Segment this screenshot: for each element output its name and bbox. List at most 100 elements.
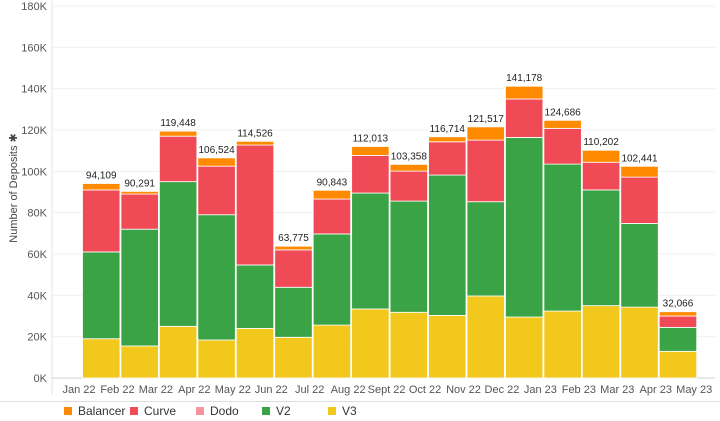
bar-segment-balancer[interactable] [466,126,505,141]
total-label: 103,358 [391,151,428,162]
x-tick-label: Dec 22 [485,384,520,396]
bar-segment-curve[interactable] [351,155,390,194]
bar-segment-v3[interactable] [120,345,159,379]
x-tick-label: Aug 22 [331,384,366,396]
bar-segment-balancer[interactable] [312,189,352,200]
bar-segment-curve[interactable] [505,98,544,138]
bar-segment-curve[interactable] [428,141,467,176]
x-tick-label: Oct 22 [409,384,441,396]
legend-swatch [262,407,270,415]
bar-segment-curve[interactable] [274,249,313,288]
bar-segment-v3[interactable] [428,314,467,379]
bar-segment-v2[interactable] [581,189,621,307]
bar-segment-balancer[interactable] [581,149,621,163]
y-tick-label: 100K [21,166,47,178]
legend-item-v2[interactable]: V2 [262,404,328,418]
bar-segment-balancer[interactable] [389,163,428,172]
x-tick-label: Feb 23 [562,384,596,396]
bar-segment-curve[interactable] [82,189,121,253]
bar-segment-balancer[interactable] [82,183,121,191]
total-label: 94,109 [86,171,117,182]
bar-segment-v3[interactable] [82,338,121,379]
bar-segment-v2[interactable] [158,181,198,327]
legend-item-v3[interactable]: V3 [328,404,394,418]
x-tick-label: May 23 [676,384,712,396]
y-axis-label: Number of Deposits ✱ [8,133,20,242]
total-label: 116,714 [430,124,466,135]
legend-swatch [196,407,204,415]
legend: Balancer Curve Dodo V2 V3 [0,401,720,421]
bar-segment-v3[interactable] [505,316,544,379]
bar-segment-curve[interactable] [658,315,698,328]
bar-segment-balancer[interactable] [235,140,275,146]
total-label: 90,843 [317,177,348,188]
bar-segment-v3[interactable] [658,350,698,379]
bar-segment-v3[interactable] [235,327,275,379]
bar-segment-curve[interactable] [543,127,582,165]
bar-segment-v3[interactable] [158,325,198,379]
bar-segment-v3[interactable] [197,339,236,379]
bar-segment-v2[interactable] [620,223,659,308]
bar-segment-balancer[interactable] [197,157,236,167]
bar-segment-v3[interactable] [351,308,390,379]
bar-segment-v2[interactable] [197,214,236,341]
bar-segment-v2[interactable] [82,251,121,340]
total-label: 141,178 [506,73,543,84]
bar-segment-curve[interactable] [235,144,275,266]
bar-segment-v2[interactable] [120,228,159,347]
bar-segment-balancer[interactable] [351,146,390,156]
bar-segment-balancer[interactable] [428,136,467,143]
bar-segment-curve[interactable] [620,176,659,224]
bar-segment-curve[interactable] [581,161,621,191]
x-tick-label: Nov 22 [446,384,481,396]
bar-segment-curve[interactable] [197,165,236,216]
legend-label: Dodo [210,404,239,418]
bar-segment-balancer[interactable] [543,119,582,129]
x-tick-label: May 22 [215,384,251,396]
bar-segment-curve[interactable] [120,193,159,230]
bar-segment-v3[interactable] [389,311,428,379]
bar-segment-curve[interactable] [158,135,198,183]
bar-segment-balancer[interactable] [658,311,698,317]
bar-segment-v2[interactable] [466,201,505,297]
total-label: 119,448 [160,118,196,129]
bar-segment-v3[interactable] [581,305,621,379]
bar-segment-v2[interactable] [428,174,467,316]
bar-segment-balancer[interactable] [158,130,198,137]
bar-segment-v2[interactable] [543,163,582,312]
legend-item-curve[interactable]: Curve [130,404,196,418]
bar-segment-v2[interactable] [312,233,352,326]
legend-item-balancer[interactable]: Balancer [64,404,130,418]
bar-segment-v3[interactable] [466,295,505,379]
bar-segment-v3[interactable] [620,306,659,379]
bar-segment-v2[interactable] [658,326,698,352]
x-tick-label: Jan 22 [62,384,95,396]
total-label: 114,526 [237,128,273,139]
bar-segment-v3[interactable] [312,324,352,379]
bar-segment-v2[interactable] [505,137,544,318]
legend-swatch [64,407,72,415]
legend-item-dodo[interactable]: Dodo [196,404,262,418]
bar-segment-balancer[interactable] [274,245,313,251]
bar-segment-v2[interactable] [274,286,313,338]
y-tick-label: 20K [27,332,47,344]
bar-segment-curve[interactable] [389,170,428,202]
bar-segment-curve[interactable] [312,198,352,235]
bar-segment-v2[interactable] [351,192,390,310]
x-tick-label: Jan 23 [524,384,557,396]
y-tick-label: 160K [21,42,47,54]
total-label: 32,066 [663,299,694,310]
bar-segment-v3[interactable] [543,310,582,379]
bar-segment-balancer[interactable] [505,85,544,100]
x-tick-label: Apr 22 [178,384,210,396]
total-label: 121,517 [468,114,505,125]
total-label: 63,775 [278,233,309,244]
legend-label: Balancer [78,404,126,418]
bar-segment-v3[interactable] [274,336,313,379]
bar-segment-balancer[interactable] [620,165,659,178]
legend-label: Curve [144,404,177,418]
bar-segment-curve[interactable] [466,139,505,203]
bar-segment-v2[interactable] [389,200,428,313]
bar-segment-v2[interactable] [235,264,275,329]
bar-segment-balancer[interactable] [120,190,159,195]
